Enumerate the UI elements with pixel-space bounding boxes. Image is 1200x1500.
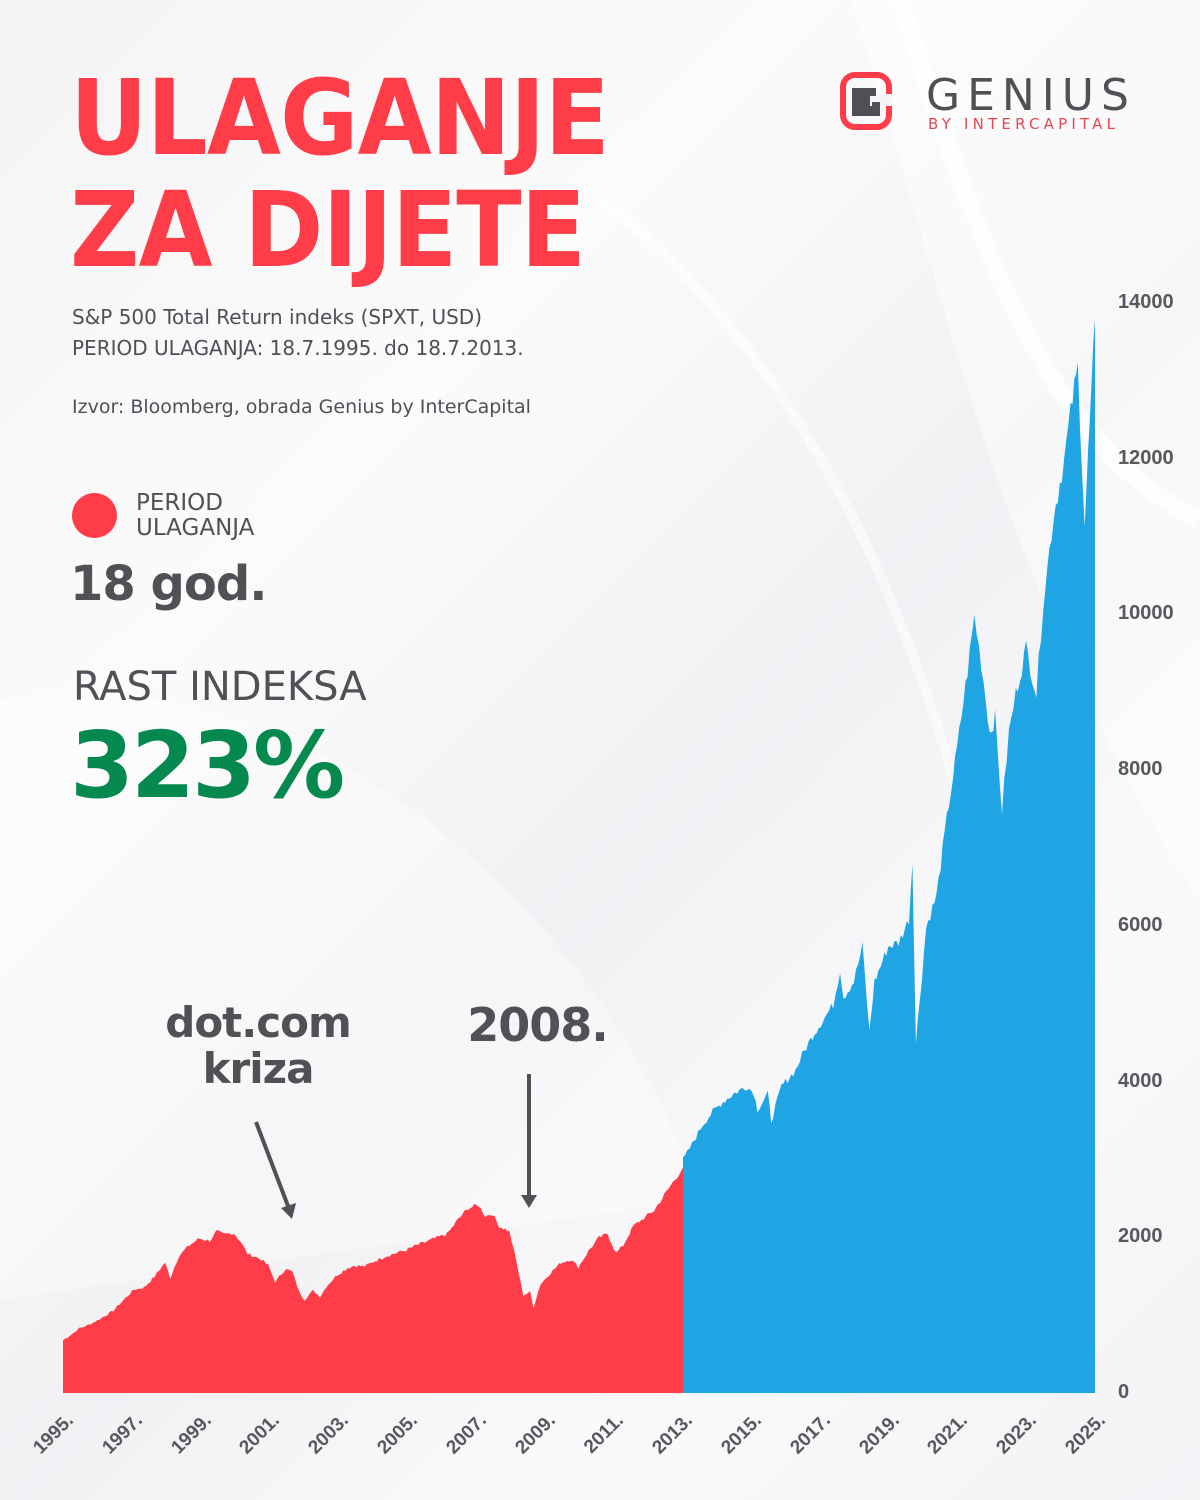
- genius-logo: GENIUS BY INTERCAPITAL: [840, 70, 1140, 134]
- title-line-1: ULAGANJE: [70, 57, 610, 179]
- annotation-dotcom-line-1: dot.com: [165, 998, 351, 1047]
- subtitle-index-name: S&P 500 Total Return indeks (SPXT, USD): [72, 305, 482, 329]
- annotation-dotcom-line-2: kriza: [202, 1044, 315, 1093]
- logo-subtitle: BY INTERCAPITAL: [928, 115, 1120, 133]
- growth-value: 323%: [70, 712, 345, 819]
- subtitle-period: PERIOD ULAGANJA: 18.7.1995. do 18.7.2013…: [72, 336, 524, 360]
- y-tick-label: 6000: [1118, 913, 1163, 936]
- genius-g-logo-icon: [840, 72, 892, 130]
- y-tick-label: 14000: [1118, 291, 1174, 313]
- title-line-2: ZA DIJETE: [70, 169, 586, 291]
- legend-label: PERIOD ULAGANJA: [136, 491, 254, 541]
- dotcom-arrow-icon: [254, 1121, 296, 1219]
- y-tick-label: 2000: [1118, 1225, 1163, 1248]
- y-tick-label: 0: [1118, 1381, 1130, 1403]
- legend-label-line-1: PERIOD: [136, 490, 223, 516]
- annotation-dotcom: dot.com kriza: [158, 1000, 358, 1092]
- y-tick-label: 4000: [1118, 1069, 1163, 1092]
- page-title: ULAGANJE ZA DIJETE: [70, 57, 610, 291]
- y-tick-label: 10000: [1118, 602, 1174, 625]
- y-tick-label: 12000: [1118, 446, 1174, 469]
- legend-red-dot-icon: [72, 493, 117, 538]
- growth-label: RAST INDEKSA: [73, 664, 367, 710]
- chart-area-post-period: [683, 318, 1095, 1394]
- y-tick-label: 8000: [1118, 758, 1163, 781]
- source-note: Izvor: Bloomberg, obrada Genius by Inter…: [72, 396, 531, 418]
- annotation-2008: 2008.: [467, 998, 609, 1052]
- crisis-2008-arrow-icon: [521, 1074, 537, 1208]
- legend-label-line-2: ULAGANJA: [136, 515, 255, 541]
- investment-years: 18 god.: [70, 556, 267, 612]
- chart-area-investment-period: [63, 1167, 683, 1393]
- logo-wordmark: GENIUS: [926, 70, 1136, 121]
- chart-subtitle: S&P 500 Total Return indeks (SPXT, USD) …: [72, 302, 524, 364]
